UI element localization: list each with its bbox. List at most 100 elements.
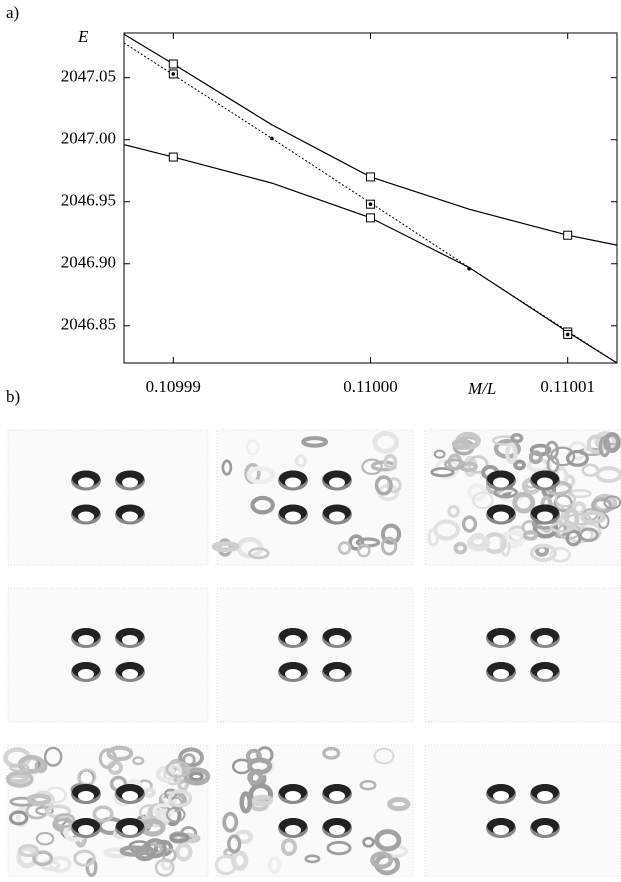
image-bg xyxy=(216,587,414,723)
image-blob xyxy=(387,797,411,812)
image-blob xyxy=(154,858,175,877)
image-hole xyxy=(329,477,345,488)
state-image xyxy=(7,429,209,566)
marker xyxy=(366,213,375,223)
image-blob xyxy=(359,779,377,791)
state-image xyxy=(216,587,414,723)
marker-dot xyxy=(368,202,373,207)
state-image xyxy=(214,744,414,878)
marker xyxy=(168,59,178,69)
image-blob xyxy=(553,494,573,512)
state-image xyxy=(424,587,621,723)
image-hole xyxy=(285,825,301,835)
image-hole xyxy=(285,635,301,645)
image-hole xyxy=(78,791,94,801)
image-hole xyxy=(329,511,345,522)
image-blob xyxy=(361,458,383,476)
image-blob xyxy=(443,458,466,471)
image-hole xyxy=(493,791,509,801)
image-blob xyxy=(9,763,30,773)
marker xyxy=(467,266,471,271)
marker xyxy=(270,136,274,141)
image-blob xyxy=(461,515,478,533)
image-blob xyxy=(544,440,559,460)
image-blob xyxy=(165,806,186,823)
image-hole xyxy=(285,669,301,679)
image-blob xyxy=(510,433,524,444)
panel-label: a) xyxy=(6,3,19,22)
image-blob xyxy=(453,541,468,555)
state-image xyxy=(424,744,621,878)
image-blob xyxy=(374,475,393,496)
image-blob xyxy=(73,849,96,867)
image-blob xyxy=(227,834,242,854)
image-blob xyxy=(512,491,536,514)
image-blob xyxy=(372,431,400,454)
image-hole xyxy=(537,791,553,801)
image-blob xyxy=(8,810,29,826)
image-blob xyxy=(17,844,40,858)
image-blob xyxy=(451,438,470,450)
image-hole xyxy=(329,669,345,679)
image-blob xyxy=(528,450,543,465)
marker xyxy=(563,230,573,240)
y-tick-label: 2046.95 xyxy=(61,191,116,210)
image-blob xyxy=(580,510,606,525)
image-hole xyxy=(537,477,553,488)
image-blob xyxy=(165,760,190,779)
x-tick-label: 0.11000 xyxy=(343,377,398,396)
image-blob xyxy=(98,748,118,770)
marker-dot xyxy=(270,136,274,141)
image-blob xyxy=(373,747,395,765)
marker xyxy=(563,329,573,339)
image-bg xyxy=(7,587,209,723)
image-blob xyxy=(143,787,156,798)
image-blob xyxy=(603,431,621,453)
plot-frame xyxy=(123,32,618,364)
image-hole xyxy=(122,825,138,835)
image-blob xyxy=(348,534,365,551)
y-tick-label: 2047.05 xyxy=(61,67,116,86)
image-blob xyxy=(132,756,145,766)
image-blob xyxy=(466,534,491,552)
image-blob xyxy=(549,521,575,533)
image-blob xyxy=(43,746,63,767)
marker xyxy=(168,69,178,79)
marker-dot xyxy=(565,332,570,337)
y-tick-label: 2047.00 xyxy=(61,129,116,148)
marker xyxy=(366,172,375,182)
image-blob xyxy=(48,856,72,873)
image-blob xyxy=(106,745,134,762)
image-hole xyxy=(285,511,301,522)
image-hole xyxy=(493,825,509,835)
image-hole xyxy=(78,635,94,645)
image-hole xyxy=(493,511,509,522)
image-blob xyxy=(53,813,76,829)
image-blob xyxy=(430,467,455,478)
image-blob xyxy=(222,811,239,833)
image-hole xyxy=(493,635,509,645)
image-blob xyxy=(370,851,394,869)
image-blob xyxy=(280,838,298,856)
image-blob xyxy=(175,842,193,862)
image-hole xyxy=(329,791,345,801)
image-blob xyxy=(239,791,253,814)
image-hole xyxy=(537,511,553,522)
image-blob xyxy=(380,523,402,545)
image-hole xyxy=(285,477,301,488)
marker-dot xyxy=(171,72,176,76)
image-blob xyxy=(565,529,582,547)
image-hole xyxy=(122,635,138,645)
image-blob xyxy=(566,449,589,467)
image-blob xyxy=(178,747,204,768)
state-images xyxy=(3,429,621,878)
marker-square xyxy=(366,213,375,223)
image-blob xyxy=(221,459,233,476)
image-blob xyxy=(5,770,34,788)
image-blob xyxy=(357,543,371,558)
image-hole xyxy=(329,635,345,645)
image-blob xyxy=(85,857,98,877)
image-blob xyxy=(26,793,52,806)
image-hole xyxy=(493,477,509,488)
